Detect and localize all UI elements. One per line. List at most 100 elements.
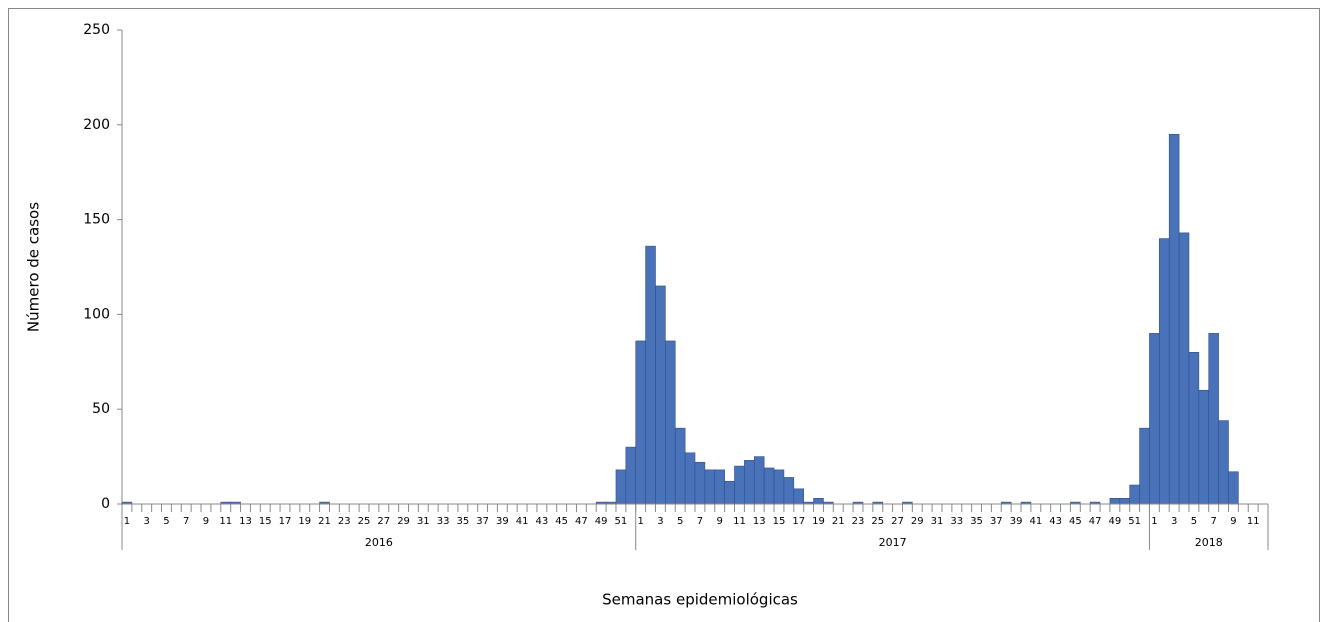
x-tick-label: 5 [1191,516,1197,527]
x-tick-label: 29 [911,516,924,527]
x-tick-label: 25 [871,516,884,527]
y-tick-label: 50 [92,401,110,417]
x-tick-label: 45 [555,516,568,527]
bar [1129,484,1140,505]
x-tick-label: 7 [183,516,189,527]
x-tick-label: 9 [717,516,723,527]
bar [704,469,716,505]
x-tick-label: 21 [318,516,331,527]
x-tick-label: 17 [792,516,805,527]
x-tick-label: 37 [476,516,489,527]
bar [1178,232,1190,505]
y-tick-label: 200 [83,117,110,133]
bar [1208,333,1219,505]
bar [783,477,795,505]
bar [813,498,824,505]
x-tick-label: 9 [203,516,209,527]
bar [684,452,696,505]
x-tick-label: 41 [1029,516,1042,527]
bar [773,469,785,505]
x-tick-label: 7 [1210,516,1216,527]
x-tick-label: 13 [239,516,252,527]
x-tick-label: 49 [1109,516,1122,527]
bar [753,456,765,505]
x-tick-label: 17 [279,516,292,527]
x-tick-label: 43 [1049,516,1062,527]
x-tick-label: 37 [990,516,1003,527]
x-axis-title: Semanas epidemiológicas [602,591,798,609]
x-tick-label: 47 [1089,516,1102,527]
bar [1168,133,1180,505]
group-label: 2016 [365,536,393,549]
x-tick-label: 35 [456,516,469,527]
x-tick-label: 33 [437,516,450,527]
x-tick-label: 11 [1247,516,1260,527]
x-tick-label: 19 [812,516,825,527]
x-tick-label: 27 [891,516,904,527]
x-tick-label: 43 [536,516,549,527]
bar [665,340,676,505]
x-tick-label: 21 [832,516,845,527]
x-tick-label: 27 [377,516,390,527]
x-tick-label: 13 [753,516,766,527]
x-tick-label: 5 [163,516,169,527]
x-tick-label: 35 [970,516,983,527]
x-tick-label: 1 [637,516,643,527]
bar [1119,498,1130,505]
bar [744,460,755,505]
bar [1149,333,1160,505]
y-tick-label: 100 [83,306,110,322]
x-tick-label: 31 [931,516,944,527]
x-tick-label: 5 [677,516,683,527]
bar [1109,498,1121,505]
bar [1228,471,1239,505]
x-tick-label: 3 [657,516,663,527]
x-tick-label: 39 [1010,516,1023,527]
bar [1139,427,1150,505]
x-tick-label: 25 [358,516,371,527]
group-label: 2018 [1195,536,1223,549]
x-tick-label: 33 [950,516,963,527]
bar [1188,352,1200,505]
x-tick-label: 3 [144,516,150,527]
x-tick-label: 1 [124,516,130,527]
bar [1198,389,1210,505]
x-tick-label: 23 [338,516,351,527]
x-tick-label: 19 [298,516,311,527]
x-tick-label: 51 [1128,516,1141,527]
bar [724,480,735,505]
x-tick-label: 51 [615,516,628,527]
x-tick-label: 1 [1151,516,1157,527]
x-tick-label: 41 [516,516,529,527]
bar [763,467,775,505]
x-tick-label: 15 [259,516,272,527]
chart-frame [8,8,1320,622]
bar [674,427,686,505]
bar [1159,238,1170,505]
bar [655,285,666,505]
bar [645,245,656,505]
x-tick-label: 29 [397,516,410,527]
x-tick-label: 15 [773,516,786,527]
bar [694,461,706,505]
y-axis-title: Número de casos [25,202,43,332]
y-tick-label: 150 [83,212,110,228]
x-tick-label: 49 [595,516,608,527]
x-tick-label: 39 [496,516,509,527]
bar [1218,420,1229,505]
bar [625,446,637,505]
bar [793,488,804,505]
bar [734,465,745,505]
y-tick-label: 0 [101,496,110,512]
x-tick-label: 11 [733,516,746,527]
bar [635,340,646,505]
x-tick-label: 9 [1230,516,1236,527]
x-tick-label: 47 [575,516,588,527]
x-tick-label: 31 [417,516,430,527]
y-tick-label: 250 [83,22,110,38]
x-tick-label: 7 [697,516,703,527]
group-label: 2017 [879,536,907,549]
x-tick-label: 23 [852,516,865,527]
